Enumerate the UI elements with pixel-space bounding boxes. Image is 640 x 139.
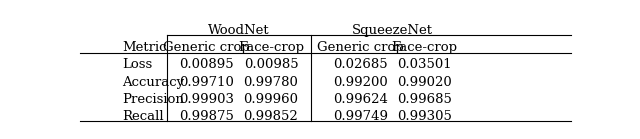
Text: Precision: Precision xyxy=(122,93,184,106)
Text: 0.99200: 0.99200 xyxy=(333,75,388,89)
Text: Generic crop: Generic crop xyxy=(317,41,404,54)
Text: 0.99624: 0.99624 xyxy=(333,93,388,106)
Text: Face-crop: Face-crop xyxy=(238,41,304,54)
Text: 0.99710: 0.99710 xyxy=(179,75,234,89)
Text: 0.99875: 0.99875 xyxy=(179,110,234,123)
Text: 0.99305: 0.99305 xyxy=(397,110,452,123)
Text: 0.00895: 0.00895 xyxy=(179,58,234,71)
Text: Generic crop: Generic crop xyxy=(163,41,250,54)
Text: 0.99749: 0.99749 xyxy=(333,110,388,123)
Text: Metric: Metric xyxy=(122,41,166,54)
Text: Recall: Recall xyxy=(122,110,164,123)
Text: 0.99685: 0.99685 xyxy=(397,93,452,106)
Text: WoodNet: WoodNet xyxy=(208,24,269,37)
Text: 0.02685: 0.02685 xyxy=(333,58,388,71)
Text: 0.00985: 0.00985 xyxy=(244,58,298,71)
Text: 0.99780: 0.99780 xyxy=(244,75,298,89)
Text: 0.99960: 0.99960 xyxy=(243,93,298,106)
Text: 0.99020: 0.99020 xyxy=(397,75,452,89)
Text: Loss: Loss xyxy=(122,58,152,71)
Text: Accuracy: Accuracy xyxy=(122,75,184,89)
Text: Face-crop: Face-crop xyxy=(392,41,458,54)
Text: 0.03501: 0.03501 xyxy=(397,58,452,71)
Text: 0.99852: 0.99852 xyxy=(244,110,298,123)
Text: SqueezeNet: SqueezeNet xyxy=(352,24,433,37)
Text: 0.99903: 0.99903 xyxy=(179,93,234,106)
